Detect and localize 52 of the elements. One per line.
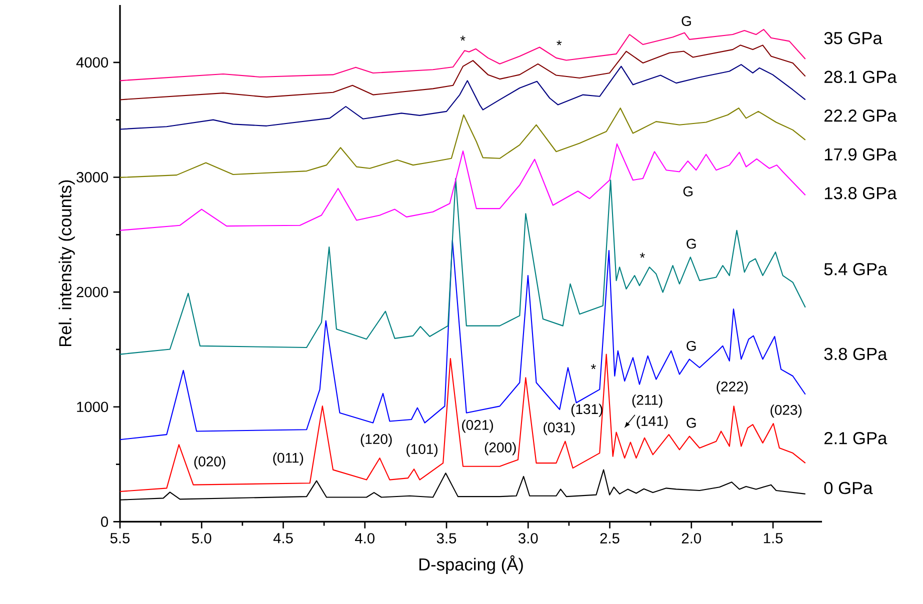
annotation: (141) bbox=[636, 416, 668, 429]
annotation: (120) bbox=[360, 434, 392, 447]
annotation: G bbox=[686, 340, 696, 351]
y-tick-label: 4000 bbox=[76, 57, 108, 68]
x-tick-label: 3.5 bbox=[436, 533, 456, 544]
series-label: 35 GPa bbox=[824, 32, 882, 44]
annotation: (021) bbox=[462, 420, 493, 433]
annotation: (023) bbox=[770, 404, 802, 418]
series-label: 5.4 GPa bbox=[824, 263, 888, 276]
text: 3.8 GPa bbox=[824, 348, 888, 360]
series-label: 13.8 GPa bbox=[824, 187, 897, 200]
annotation: (200) bbox=[484, 442, 516, 456]
annotation: (031) bbox=[544, 422, 575, 436]
line-series bbox=[119, 44, 806, 100]
y-tick-label: 0 bbox=[101, 516, 108, 527]
x-tick-label: 4.0 bbox=[355, 533, 374, 544]
x-tick-label: 4.5 bbox=[273, 533, 293, 544]
series-label: 22.2 GPa bbox=[824, 110, 897, 122]
x-tick-label: 2.5 bbox=[600, 533, 620, 544]
x-tick-label: 5.0 bbox=[192, 533, 212, 544]
line-series bbox=[119, 354, 806, 492]
annotation: (101) bbox=[406, 444, 438, 457]
y-tick-label: 2000 bbox=[76, 286, 108, 298]
line-series bbox=[119, 143, 806, 231]
x-tick-label: 5.5 bbox=[110, 533, 130, 544]
series-label: 0 GPa bbox=[824, 482, 873, 494]
y-tick-label: 3000 bbox=[76, 172, 108, 182]
annotation: G bbox=[682, 16, 691, 26]
x-tick-label: 2.0 bbox=[682, 533, 701, 544]
line-series bbox=[119, 108, 806, 178]
line-series bbox=[119, 64, 806, 130]
y-axis-title: Rel. intensity (counts) bbox=[58, 180, 75, 346]
annotation: * bbox=[460, 36, 466, 41]
annotation: (222) bbox=[716, 381, 748, 394]
series-label: 28.1 GPa bbox=[824, 70, 897, 84]
line-series bbox=[119, 28, 806, 82]
annotation: * bbox=[590, 364, 596, 370]
annotation: G bbox=[686, 418, 696, 428]
x-axis-title: D-spacing (Å) bbox=[419, 555, 523, 574]
x-tick-label: 3.0 bbox=[518, 533, 538, 544]
annotation: G bbox=[683, 186, 693, 196]
line-series bbox=[119, 178, 806, 355]
annotation: * bbox=[640, 252, 645, 258]
annotation: G bbox=[686, 238, 696, 249]
x-tick-label: 1.5 bbox=[764, 533, 783, 544]
annotation: (011) bbox=[273, 452, 304, 466]
series-label: 2.1 GPa bbox=[824, 432, 888, 444]
y-tick-label: 1000 bbox=[77, 402, 108, 412]
annotation: * bbox=[556, 40, 562, 46]
annotation: (211) bbox=[632, 394, 662, 408]
series-label: 17.9 GPa bbox=[824, 148, 897, 161]
annotation: (020) bbox=[194, 456, 226, 470]
